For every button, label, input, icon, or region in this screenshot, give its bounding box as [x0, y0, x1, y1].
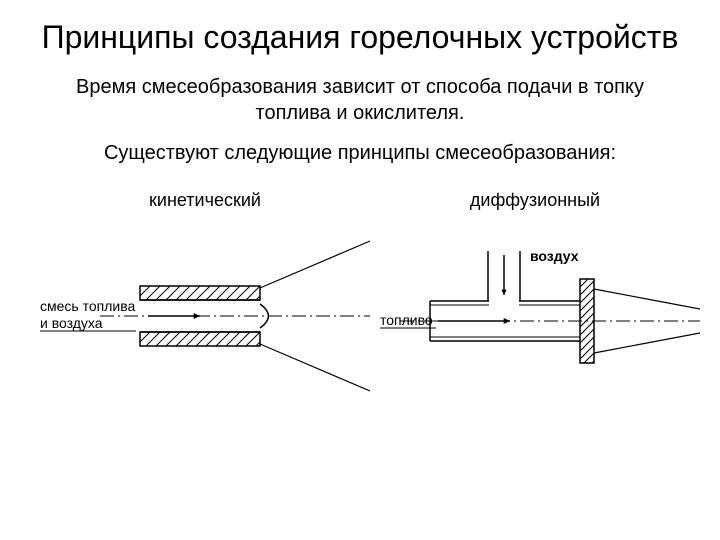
kinetic-diagram: смесь топливаи воздуха [40, 231, 370, 401]
diffusion-diagram: воздух топливо [370, 231, 700, 401]
kinetic-label: кинетический [149, 190, 261, 211]
diffusion-label: диффузионный [470, 190, 600, 211]
slide-title: Принципы создания горелочных устройств [40, 18, 680, 56]
paragraph-principles-intro: Существуют следующие принципы смесеобраз… [40, 140, 680, 166]
svg-text:и воздуха: и воздуха [40, 315, 103, 331]
paragraph-mixing-time: Время смесеобразования зависит от способ… [40, 74, 680, 126]
svg-text:воздух: воздух [530, 248, 579, 264]
svg-text:топливо: топливо [380, 312, 433, 328]
slide: Принципы создания горелочных устройств В… [0, 0, 720, 540]
kinetic-column: кинетический смесь топливаи воздуха [40, 190, 370, 401]
svg-text:смесь топлива: смесь топлива [40, 298, 135, 314]
diagrams-row: кинетический смесь топливаи воздуха дифф… [40, 190, 680, 401]
diffusion-column: диффузионный воздух топливо [370, 190, 700, 401]
